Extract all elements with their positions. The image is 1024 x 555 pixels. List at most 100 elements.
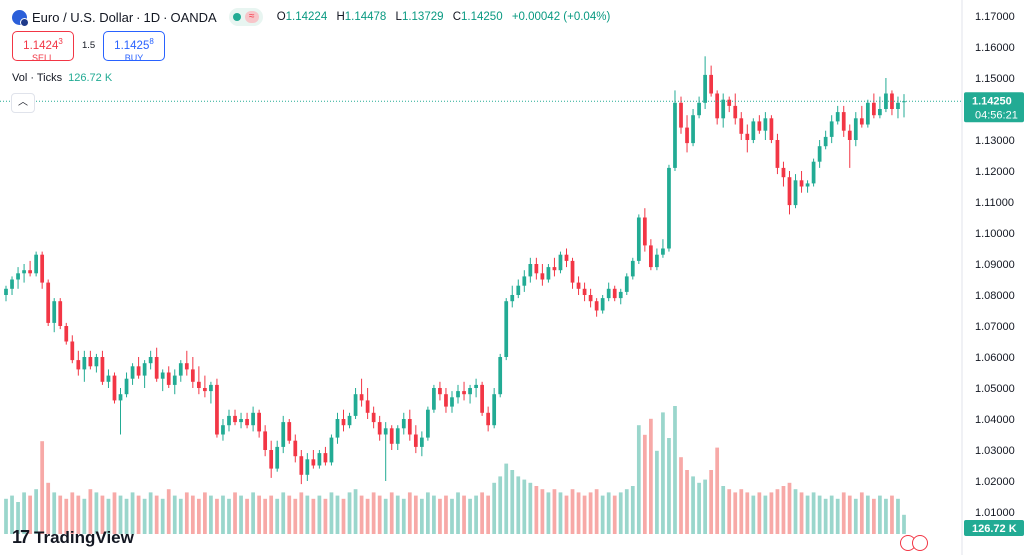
y-tick-label: 1.02000	[975, 476, 1015, 488]
candle-body	[456, 391, 460, 398]
candle-body	[215, 384, 219, 435]
candle-body	[751, 121, 756, 140]
volume-bar	[426, 492, 430, 534]
candle-body	[203, 388, 207, 392]
buy-button[interactable]: 1.14258 BUY	[103, 31, 165, 63]
volume-bar	[745, 492, 750, 534]
us-flag-icon[interactable]	[900, 535, 930, 551]
volume-bar	[82, 498, 87, 534]
candle-body	[389, 428, 394, 444]
candle-body	[450, 397, 454, 407]
y-tick-label: 1.11000	[975, 197, 1014, 209]
volume-bar	[203, 492, 207, 534]
collapse-legend-button[interactable]: ︿	[11, 93, 35, 113]
y-tick-label: 1.17000	[975, 11, 1015, 23]
candle-body	[395, 428, 400, 444]
volume-bar	[341, 498, 346, 534]
volume-tag-label: 126.72 K	[972, 523, 1017, 535]
y-tick-label: 1.01000	[975, 507, 1015, 519]
candle-body	[691, 115, 695, 144]
volume-bar	[456, 492, 460, 534]
candle-body	[281, 422, 286, 447]
candle-body	[341, 419, 346, 426]
volume-bar	[558, 492, 563, 534]
volume-bar	[389, 492, 394, 534]
volume-bar	[190, 495, 195, 534]
low-value: 1.13729	[401, 11, 444, 23]
volume-bar	[661, 412, 665, 534]
volume-bar	[890, 495, 894, 534]
close-key: C	[452, 11, 462, 23]
candle-body	[721, 99, 726, 119]
candle-body	[426, 409, 430, 438]
volume-bar	[52, 492, 57, 534]
volume-bar	[154, 495, 159, 534]
candle-body	[239, 419, 243, 423]
volume-bar	[166, 489, 171, 534]
volume-bar	[275, 498, 280, 534]
candle-body	[444, 394, 448, 407]
volume-bar	[34, 489, 39, 534]
interval-label: 1D	[143, 9, 161, 25]
candle-body	[498, 357, 503, 395]
volume-bar	[323, 498, 328, 534]
volume-bar	[811, 492, 816, 534]
candle-body	[118, 394, 123, 401]
volume-label: Vol · Ticks	[12, 72, 63, 84]
euro-dollar-flag-icon[interactable]	[12, 9, 29, 27]
candle-body	[847, 130, 852, 140]
y-tick-label: 1.04000	[975, 414, 1015, 426]
volume-bar	[715, 447, 720, 534]
candle-body	[878, 109, 882, 116]
volume-bar	[757, 492, 762, 534]
market-status-badge[interactable]: ≈	[228, 8, 263, 26]
volume-bar	[667, 438, 671, 534]
volume-bar	[486, 495, 491, 534]
volume-bar	[112, 492, 117, 534]
candle-body	[486, 412, 491, 426]
volume-bar	[444, 495, 448, 534]
volume-bar	[902, 514, 906, 534]
candle-body	[642, 217, 647, 246]
candle-body	[739, 118, 744, 134]
candle-body	[52, 301, 57, 323]
candle-body	[70, 341, 75, 361]
tradingview-logo[interactable]: 17 TradingView	[12, 527, 134, 548]
volume-bar	[763, 495, 768, 534]
volume-bar	[835, 498, 840, 534]
volume-bar	[504, 463, 509, 534]
tradingview-logo-icon: 17	[12, 527, 30, 547]
volume-bar	[136, 495, 141, 534]
data-delay-icon: ≈	[244, 11, 259, 23]
volume-bar	[624, 489, 629, 534]
candle-body	[124, 378, 129, 395]
candle-body	[106, 375, 111, 382]
volume-bar	[88, 489, 93, 534]
volume-bar	[540, 489, 545, 534]
candle-body	[661, 248, 665, 255]
candle-body	[618, 291, 623, 299]
y-tick-label: 1.08000	[975, 290, 1015, 302]
y-tick-label: 1.10000	[975, 228, 1015, 240]
volume-bar	[896, 498, 900, 534]
volume-bar	[94, 492, 99, 534]
y-tick-label: 1.05000	[975, 383, 1015, 395]
candle-body	[727, 99, 732, 106]
volume-bar	[546, 492, 551, 534]
sell-button[interactable]: 1.14243 SELL	[12, 31, 74, 63]
candle-body	[775, 140, 780, 168]
volume-bar	[371, 492, 376, 534]
candle-body	[432, 388, 436, 410]
last-price-label: 1.14250	[972, 95, 1012, 107]
candle-body	[82, 357, 87, 370]
open-value: 1.14224	[285, 11, 328, 23]
volume-bar	[16, 502, 20, 534]
candle-body	[480, 384, 484, 413]
candle-body	[178, 363, 183, 376]
volume-bar	[498, 476, 503, 534]
candle-body	[22, 270, 26, 274]
symbol-title[interactable]: Euro / U.S. Dollar · 1D · OANDA	[32, 9, 217, 25]
candle-body	[407, 419, 412, 435]
volume-bar	[281, 492, 286, 534]
